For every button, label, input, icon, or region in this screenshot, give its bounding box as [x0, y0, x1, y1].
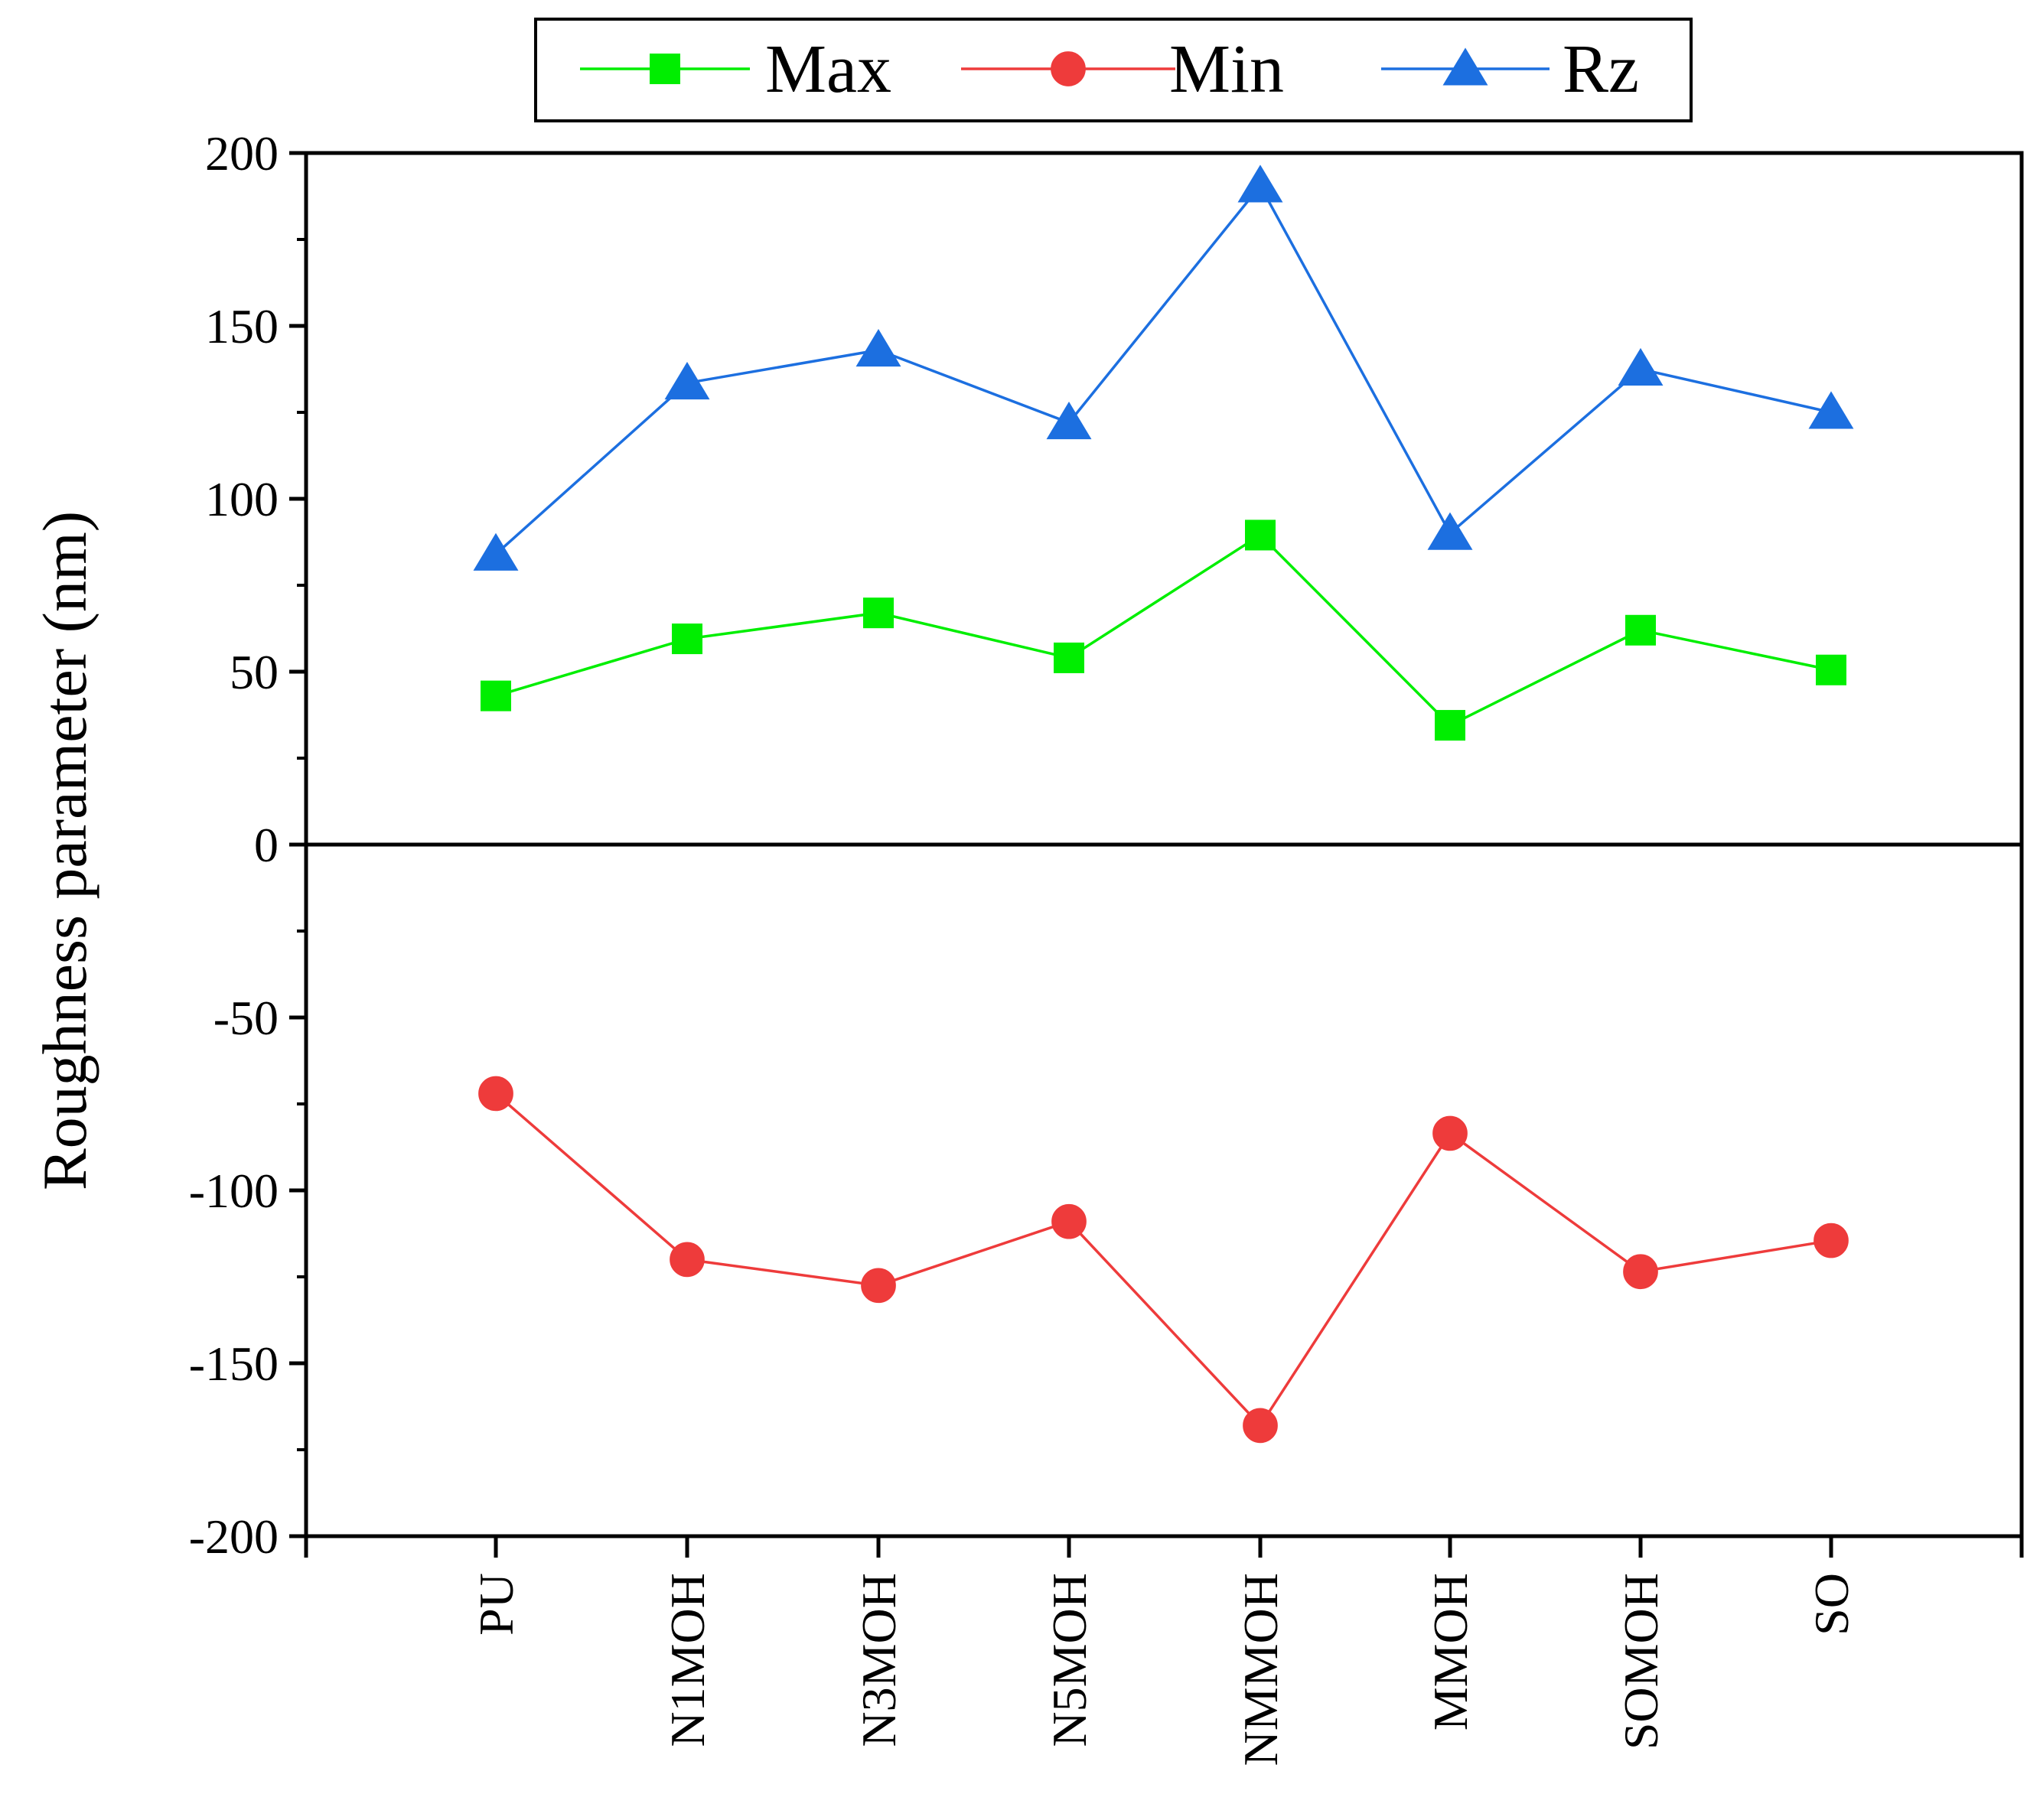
x-tick-label: NMMOH — [1233, 1573, 1288, 1766]
data-point — [855, 329, 901, 367]
data-point — [1046, 401, 1092, 440]
y-tick-label: -100 — [189, 1164, 279, 1218]
x-tick-label: N5MOH — [1042, 1573, 1097, 1747]
y-axis: 200 150 100 50 0 -50 -100 -150 -200 — [189, 126, 306, 1564]
y-tick-label: 100 — [205, 472, 279, 526]
y-tick-label: 50 — [230, 645, 279, 699]
legend-item-min: Min — [961, 31, 1284, 107]
data-point — [1618, 347, 1664, 386]
series-line — [495, 533, 1832, 728]
series-layer — [473, 164, 1854, 1444]
plot-frame — [304, 151, 2024, 1538]
x-tick-label: MMOH — [1423, 1573, 1478, 1730]
series-min — [478, 1076, 1849, 1444]
data-point — [672, 623, 702, 655]
legend-item-rz: Rz — [1381, 31, 1639, 107]
data-point — [664, 361, 710, 400]
data-point — [1432, 1115, 1468, 1151]
legend-label: Max — [765, 31, 891, 107]
data-point — [1245, 519, 1276, 551]
series-rz — [473, 164, 1854, 571]
data-point — [1237, 164, 1283, 203]
data-point — [473, 532, 519, 571]
y-tick-label: 0 — [254, 818, 279, 872]
legend-marker — [1442, 47, 1488, 86]
series-line — [494, 1092, 1832, 1428]
data-point — [863, 597, 894, 629]
data-point — [670, 1242, 705, 1278]
x-tick-label: N3MOH — [852, 1573, 906, 1747]
data-point — [1051, 1203, 1087, 1239]
data-point — [478, 1076, 513, 1112]
legend: Max Min Rz — [534, 18, 1693, 122]
x-tick-label: SO — [1804, 1573, 1859, 1636]
legend-marker — [1051, 51, 1086, 86]
x-tick-label: PU — [469, 1573, 523, 1636]
x-tick-label: N1MOH — [660, 1573, 715, 1747]
data-point — [1054, 642, 1084, 673]
x-axis: PU N1MOH N3MOH N5MOH NMMOH MMOH SOMOH SO — [304, 1536, 2024, 1766]
legend-marker — [650, 54, 680, 84]
y-axis-title: Roughness parameter (nm) — [30, 511, 99, 1190]
legend-label: Min — [1169, 31, 1284, 107]
data-point — [1435, 710, 1465, 741]
y-tick-label: 200 — [205, 126, 279, 181]
series-max — [481, 519, 1846, 741]
data-point — [1427, 512, 1473, 550]
y-tick-label: 150 — [205, 299, 279, 353]
data-point — [1625, 614, 1656, 646]
x-tick-label: SOMOH — [1614, 1573, 1668, 1750]
legend-label: Rz — [1563, 31, 1639, 107]
legend-item-max: Max — [580, 31, 891, 107]
series-line — [494, 183, 1832, 555]
y-tick-label: -150 — [189, 1337, 279, 1391]
data-point — [1243, 1408, 1278, 1444]
y-tick-label: -200 — [189, 1509, 279, 1564]
data-point — [1623, 1254, 1658, 1290]
data-point — [1814, 1223, 1849, 1258]
y-tick-label: -50 — [213, 991, 279, 1045]
data-point — [481, 680, 511, 711]
data-point — [1816, 654, 1846, 685]
data-point — [861, 1268, 896, 1304]
data-point — [1808, 391, 1854, 429]
